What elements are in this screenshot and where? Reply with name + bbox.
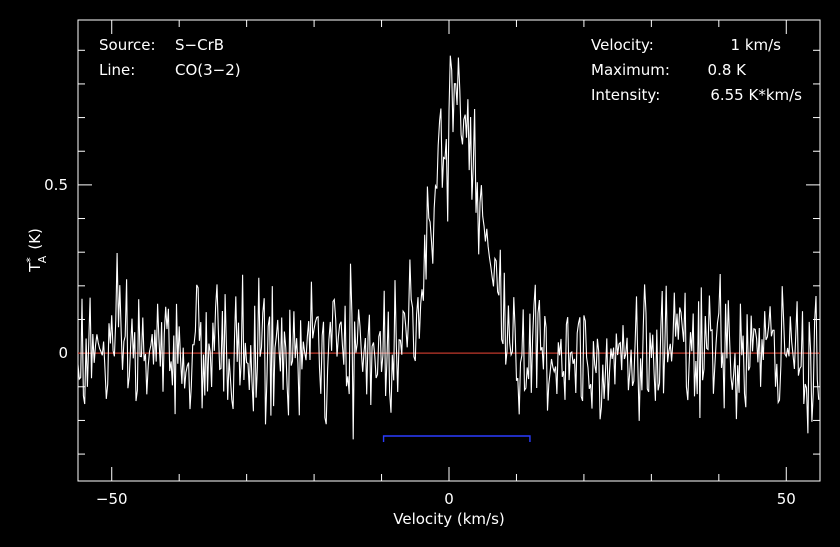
maximum-label: Maximum: bbox=[591, 61, 670, 79]
y-tick-label: 0 bbox=[58, 344, 68, 362]
x-axis-label: Velocity (km/s) bbox=[393, 510, 504, 528]
source-value: S−CrB bbox=[175, 36, 224, 54]
line-value: CO(3−2) bbox=[175, 61, 241, 79]
y-axis-label-unit: (K) bbox=[26, 228, 44, 250]
x-tick-label: −50 bbox=[96, 490, 128, 508]
y-tick-label: 0.5 bbox=[44, 176, 68, 194]
axis-tick-labels: −50 0 50 0 0.5 bbox=[44, 176, 796, 508]
x-tick-label: 0 bbox=[444, 490, 454, 508]
svg-text:T*A(K): T*A (K) bbox=[24, 228, 49, 273]
y-axis-label-sub: A bbox=[36, 255, 49, 263]
y-axis-label: T*A (K) bbox=[24, 228, 49, 273]
maximum-value: 0.8 K bbox=[708, 61, 748, 79]
velocity-value: 1 km/s bbox=[731, 36, 782, 54]
integration-window-bracket bbox=[382, 435, 531, 442]
line-label: Line: bbox=[99, 61, 135, 79]
y-axis-label-sup: * bbox=[24, 257, 37, 263]
source-label: Source: bbox=[99, 36, 156, 54]
intensity-value: 6.55 K*km/s bbox=[710, 86, 802, 104]
spectrum-series-line bbox=[77, 55, 820, 440]
velocity-label: Velocity: bbox=[591, 36, 654, 54]
x-tick-label: 50 bbox=[777, 490, 796, 508]
intensity-label: Intensity: bbox=[591, 86, 660, 104]
y-axis-label-main: T bbox=[26, 262, 44, 273]
